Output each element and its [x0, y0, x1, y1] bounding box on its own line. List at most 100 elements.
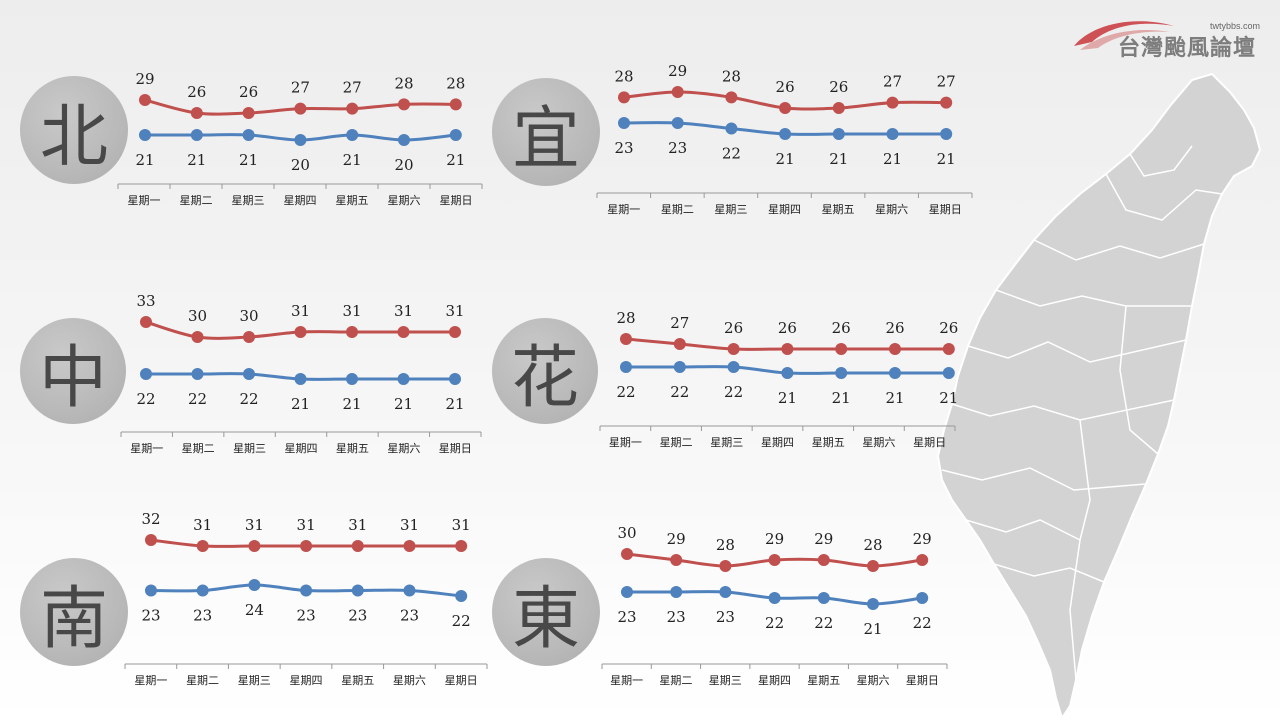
- high-temperature-point: [242, 107, 255, 119]
- low-temperature-point: [725, 122, 738, 135]
- high-temperature-label: 28: [446, 74, 465, 92]
- high-temperature-point: [832, 102, 845, 114]
- x-tick-label: 星期四: [761, 436, 794, 449]
- x-tick-label: 星期一: [130, 442, 163, 455]
- low-temperature-point: [719, 586, 732, 598]
- taiwan-map: [936, 72, 1262, 720]
- low-temperature-point: [191, 368, 204, 380]
- low-temperature-label: 22: [765, 614, 784, 632]
- high-temperature-point: [942, 343, 955, 355]
- temperature-chart: 星期一 星期二 星期三 星期四 星期五 星期六 星期日 32 31 31 31 31 31 31 23 23 2…: [124, 510, 488, 687]
- low-temperature-label: 21: [135, 151, 154, 169]
- high-temperature-label: 29: [135, 70, 154, 88]
- low-temperature-point: [889, 367, 901, 379]
- high-temperature-label: 28: [716, 536, 735, 554]
- high-temperature-label: 26: [239, 83, 258, 101]
- low-temperature-label: 22: [670, 383, 689, 401]
- x-tick-label: 星期五: [812, 436, 845, 449]
- low-temperature-point: [351, 584, 364, 597]
- low-temperature-label: 23: [348, 607, 367, 625]
- high-temperature-label: 28: [863, 536, 882, 554]
- low-temperature-label: 22: [452, 612, 471, 630]
- x-tick-label: 星期五: [807, 674, 840, 687]
- high-temperature-point: [673, 338, 686, 350]
- low-temperature-label: 22: [616, 383, 635, 401]
- high-temperature-point: [449, 98, 462, 111]
- high-temperature-point: [618, 91, 630, 104]
- x-tick-label: 星期五: [336, 194, 369, 207]
- high-temperature-point: [835, 343, 848, 355]
- low-temperature-label: 21: [187, 151, 206, 169]
- high-temperature-label: 32: [141, 510, 160, 528]
- low-temperature-label: 21: [343, 151, 362, 169]
- x-tick-label: 星期四: [758, 674, 791, 687]
- low-temperature-label: 22: [239, 390, 258, 408]
- high-temperature-label: 31: [452, 516, 471, 534]
- high-temperature-point: [621, 548, 633, 560]
- high-temperature-label: 31: [394, 302, 413, 320]
- high-temperature-point: [867, 560, 879, 572]
- high-temperature-point: [140, 316, 152, 328]
- high-temperature-point: [620, 333, 632, 345]
- low-temperature-point: [398, 134, 410, 146]
- low-temperature-point: [139, 129, 151, 141]
- high-temperature-point: [248, 540, 261, 552]
- low-temperature-label: 21: [239, 151, 258, 169]
- low-temperature-point: [832, 128, 845, 140]
- x-tick-label: 星期六: [387, 442, 420, 455]
- x-tick-label: 星期五: [336, 442, 369, 455]
- typhoon-swoosh-icon: [1074, 21, 1174, 50]
- high-temperature-point: [886, 96, 899, 109]
- low-temperature-label: 23: [667, 608, 686, 626]
- temperature-chart: 星期一 星期二 星期三 星期四 星期五 星期六 星期日 29 26 26 27 27 28 28 21 21 2…: [117, 70, 483, 207]
- high-temperature-point: [191, 331, 204, 343]
- low-temperature-point: [670, 586, 683, 598]
- high-temperature-point: [346, 102, 359, 115]
- high-temperature-point: [670, 554, 683, 566]
- x-tick-label: 星期日: [439, 442, 472, 455]
- x-tick-label: 星期二: [661, 203, 694, 216]
- high-temperature-label: 26: [187, 83, 206, 101]
- region-badge: 南: [20, 558, 128, 666]
- low-temperature-point: [248, 579, 261, 591]
- x-tick-label: 星期二: [660, 436, 693, 449]
- low-temperature-label: 21: [776, 150, 795, 168]
- x-tick-label: 星期日: [929, 203, 962, 216]
- low-temperature-point: [294, 373, 307, 385]
- high-temperature-point: [449, 326, 461, 338]
- low-temperature-label: 23: [668, 139, 687, 157]
- high-temperature-point: [294, 326, 307, 338]
- low-temperature-point: [817, 592, 830, 604]
- low-temperature-point: [397, 373, 410, 385]
- low-temperature-point: [196, 584, 209, 597]
- high-temperature-point: [455, 540, 468, 552]
- high-temperature-label: 26: [829, 78, 848, 96]
- region-badge: 東: [492, 558, 600, 666]
- low-temperature-point: [621, 586, 633, 598]
- low-temperature-point: [727, 361, 740, 373]
- high-temperature-label: 26: [939, 319, 958, 337]
- low-temperature-label: 21: [291, 395, 310, 413]
- x-tick-label: 星期日: [440, 194, 473, 207]
- low-temperature-point: [671, 117, 684, 129]
- low-temperature-label: 20: [291, 156, 310, 174]
- high-temperature-label: 31: [400, 516, 419, 534]
- x-tick-label: 星期二: [659, 674, 692, 687]
- low-temperature-point: [942, 367, 955, 379]
- low-temperature-label: 21: [939, 389, 958, 407]
- high-temperature-label: 27: [343, 79, 362, 97]
- high-temperature-label: 31: [297, 516, 316, 534]
- low-temperature-point: [940, 128, 953, 140]
- high-temperature-point: [779, 102, 792, 114]
- high-temperature-label: 28: [722, 67, 741, 85]
- low-temperature-label: 21: [829, 150, 848, 168]
- x-tick-label: 星期日: [445, 674, 478, 687]
- x-tick-label: 星期六: [393, 674, 426, 687]
- x-tick-label: 星期二: [180, 194, 213, 207]
- x-tick-label: 星期三: [714, 203, 747, 216]
- low-temperature-point: [886, 128, 899, 140]
- high-temperature-point: [398, 98, 410, 111]
- high-temperature-label: 28: [614, 67, 633, 85]
- temperature-chart: 星期一 星期二 星期三 星期四 星期五 星期六 星期日 28 27 26 26 26 26 26 22 22 2…: [599, 309, 958, 449]
- low-temperature-label: 23: [614, 139, 633, 157]
